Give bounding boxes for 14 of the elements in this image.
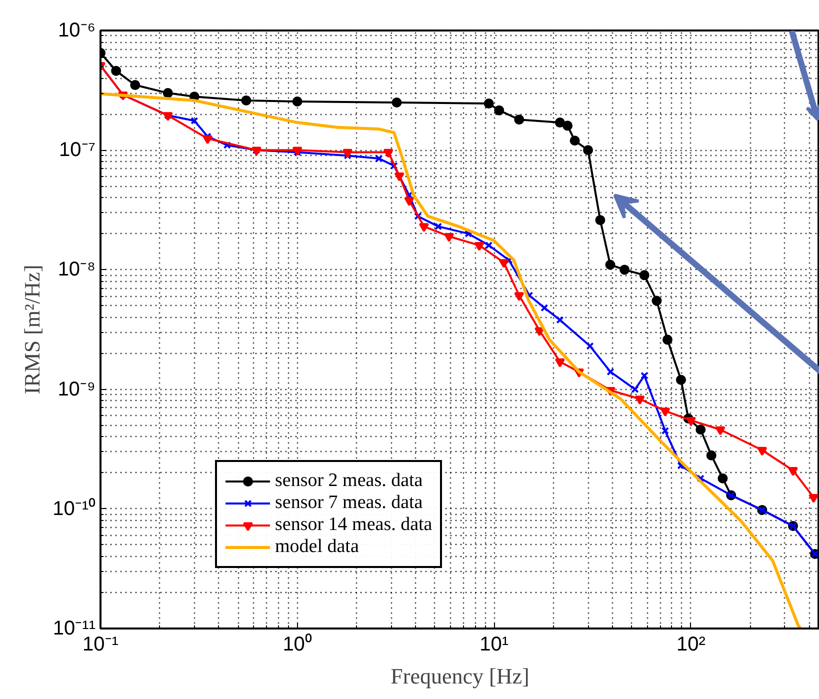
x-tick-label: 10¹ xyxy=(480,634,509,656)
x-tick-label: 10⁰ xyxy=(282,632,312,656)
y-tick-label: 10⁻⁶ xyxy=(58,20,96,42)
y-tick-label: 10⁻⁷ xyxy=(59,139,96,162)
legend-label: sensor 2 meas. data xyxy=(275,470,423,492)
legend-label: model data xyxy=(275,536,359,558)
y-tick-label: 10⁻¹⁰ xyxy=(52,496,96,520)
legend-label: sensor 14 meas. data xyxy=(275,514,432,536)
y-tick-label: 10⁻⁹ xyxy=(58,378,96,400)
x-axis-title: Frequency [Hz] xyxy=(390,664,530,688)
legend-label: sensor 7 meas. data xyxy=(275,492,423,514)
y-tick-label: 10⁻⁸ xyxy=(58,258,96,281)
y-axis-title: IRMS [m²/Hz] xyxy=(20,264,45,394)
x-tick-label: 10² xyxy=(676,634,706,656)
